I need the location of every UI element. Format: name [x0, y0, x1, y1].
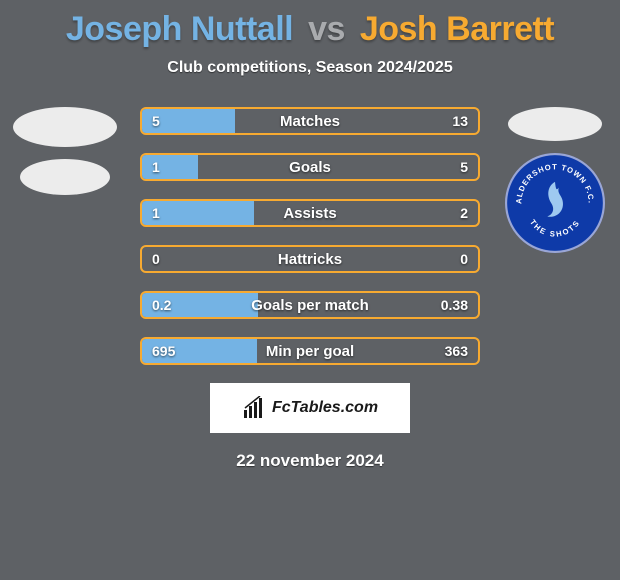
player1-name: Joseph Nuttall — [66, 10, 293, 48]
bar-label: Matches — [142, 109, 478, 133]
bar-label: Assists — [142, 201, 478, 225]
right-player-icons: ALDERSHOT TOWN F.C. THE SHOTS — [500, 107, 610, 253]
bar-label: Hattricks — [142, 247, 478, 271]
bar-row: 12Assists — [140, 199, 480, 227]
page-title: Joseph Nuttall vs Josh Barrett — [0, 0, 620, 49]
player2-name: Josh Barrett — [360, 10, 554, 48]
player2-club-badge-icon: ALDERSHOT TOWN F.C. THE SHOTS — [505, 153, 605, 253]
left-player-icons — [0, 107, 130, 207]
player2-face-icon — [508, 107, 602, 141]
chart-icon — [242, 396, 266, 420]
logo-text: FcTables.com — [272, 399, 378, 417]
subtitle: Club competitions, Season 2024/2025 — [0, 59, 620, 77]
player1-club-icon — [20, 159, 110, 195]
bar-row: 513Matches — [140, 107, 480, 135]
comparison-content: ALDERSHOT TOWN F.C. THE SHOTS 513Matches… — [0, 107, 620, 471]
bar-row: 0.20.38Goals per match — [140, 291, 480, 319]
fctables-logo: FcTables.com — [210, 383, 410, 433]
bar-label: Goals — [142, 155, 478, 179]
comparison-bars: 513Matches 15Goals 12Assists 00Hattricks 0.2… — [140, 107, 480, 365]
bar-label: Goals per match — [142, 293, 478, 317]
vs-text: vs — [308, 10, 345, 48]
player1-face-icon — [13, 107, 117, 147]
bar-row: 695363Min per goal — [140, 337, 480, 365]
date-stamp: 22 november 2024 — [10, 451, 610, 471]
bar-row: 00Hattricks — [140, 245, 480, 273]
bar-label: Min per goal — [142, 339, 478, 363]
bar-row: 15Goals — [140, 153, 480, 181]
svg-text:THE SHOTS: THE SHOTS — [528, 218, 582, 239]
